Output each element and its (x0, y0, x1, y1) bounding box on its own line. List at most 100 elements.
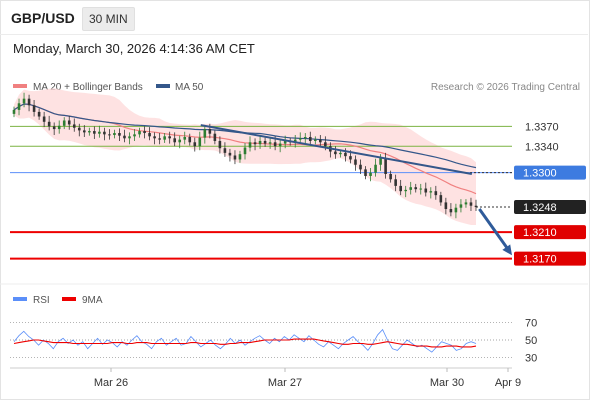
rsi-tick-0: 70 (525, 318, 537, 330)
candle (218, 136, 222, 154)
candle (178, 135, 182, 149)
candle (319, 135, 322, 148)
candle (238, 150, 242, 163)
candle (188, 133, 192, 146)
candle (128, 132, 131, 145)
x-tick-3: Apr 9 (495, 377, 521, 389)
x-tick-0: Mar 26 (94, 377, 128, 389)
level-tag-bg-3 (514, 200, 586, 215)
candle (469, 197, 473, 211)
candle (464, 199, 468, 208)
level-tag-4: 1.3210 (523, 227, 557, 239)
candle (113, 129, 116, 139)
candle (314, 136, 317, 145)
candle (22, 92, 26, 108)
candle (424, 182, 428, 197)
level-tags: 1.3370 1.3340 1.3300 1.3248 1.3210 1.3170 (514, 121, 586, 266)
resistance-trendline (200, 124, 473, 175)
candle (198, 131, 202, 151)
level-tag-2: 1.3300 (523, 168, 557, 180)
candle (138, 127, 141, 138)
candle (223, 142, 227, 157)
candle (389, 170, 392, 183)
candle (193, 137, 197, 152)
level-tag-bg-4 (514, 225, 586, 240)
candle (77, 123, 81, 137)
candle (459, 199, 463, 213)
candle (474, 199, 478, 211)
x-tick-2: Mar 30 (430, 377, 464, 389)
candle (444, 197, 448, 215)
candle (364, 166, 367, 180)
candle (183, 131, 187, 145)
datetime-label: Monday, March 30, 2026 4:14:36 AM CET (13, 41, 255, 56)
symbol-label: GBP/USD (11, 10, 75, 26)
candle (158, 133, 161, 145)
rsi-legend-label: RSI (33, 295, 50, 306)
candle (303, 133, 307, 145)
candle (258, 135, 262, 149)
candle (374, 158, 377, 177)
candle (228, 148, 232, 162)
candle (52, 122, 56, 136)
ma50-legend-swatch (156, 84, 170, 88)
candle (32, 100, 36, 117)
level-tag-0: 1.3370 (525, 121, 559, 133)
candle (57, 120, 61, 134)
rsi-tick-1: 50 (525, 335, 537, 347)
candle (67, 115, 71, 130)
candle (449, 203, 453, 217)
level-tag-3: 1.3248 (523, 202, 557, 214)
candle (123, 129, 126, 143)
forecast-arrow-shaft (478, 208, 510, 251)
candle (213, 130, 217, 145)
candle (404, 185, 407, 198)
candle (419, 183, 423, 195)
rsi-panel: 70 50 30 (10, 318, 537, 364)
rsi-legend-swatch (13, 297, 27, 301)
ma20-legend-label: MA 20 + Bollinger Bands (33, 82, 143, 93)
source-label: Research © 2026 Trading Central (431, 82, 580, 93)
candle (168, 131, 171, 144)
candle (283, 135, 287, 149)
candle (163, 133, 166, 143)
candle (47, 115, 51, 131)
candle (143, 126, 146, 139)
candle (98, 125, 101, 138)
candle (203, 125, 207, 144)
header-divider (0, 34, 588, 35)
candle (153, 132, 156, 145)
candle (88, 127, 91, 136)
candle (359, 159, 362, 174)
candle (17, 98, 21, 116)
candle (439, 191, 443, 206)
candle (454, 203, 458, 219)
level-tag-1: 1.3340 (525, 141, 559, 153)
candle (233, 150, 237, 165)
forecast-arrow-head (502, 244, 512, 256)
candle (72, 118, 76, 132)
candle (253, 138, 257, 151)
candle (83, 125, 86, 137)
candle (37, 108, 41, 120)
ma50-legend-label: MA 50 (175, 82, 204, 93)
level-tag-5: 1.3170 (523, 254, 557, 266)
candle (268, 137, 272, 149)
annotations (200, 124, 512, 256)
candle (243, 142, 247, 160)
level-tag-bg-5 (514, 251, 586, 266)
candle (394, 174, 397, 192)
candle (434, 185, 438, 200)
candle (414, 183, 418, 193)
candle (298, 132, 302, 144)
candle (173, 132, 176, 147)
level-tag-bg-2 (514, 165, 586, 180)
candle (384, 152, 387, 179)
timeframe-badge[interactable]: 30 MIN (82, 7, 135, 31)
ma20-legend-swatch (13, 84, 27, 88)
x-axis-labels: Mar 26 Mar 27 Mar 30 Apr 9 (94, 368, 521, 389)
candle (118, 128, 121, 141)
candlesticks (12, 92, 478, 219)
candle (369, 168, 372, 182)
